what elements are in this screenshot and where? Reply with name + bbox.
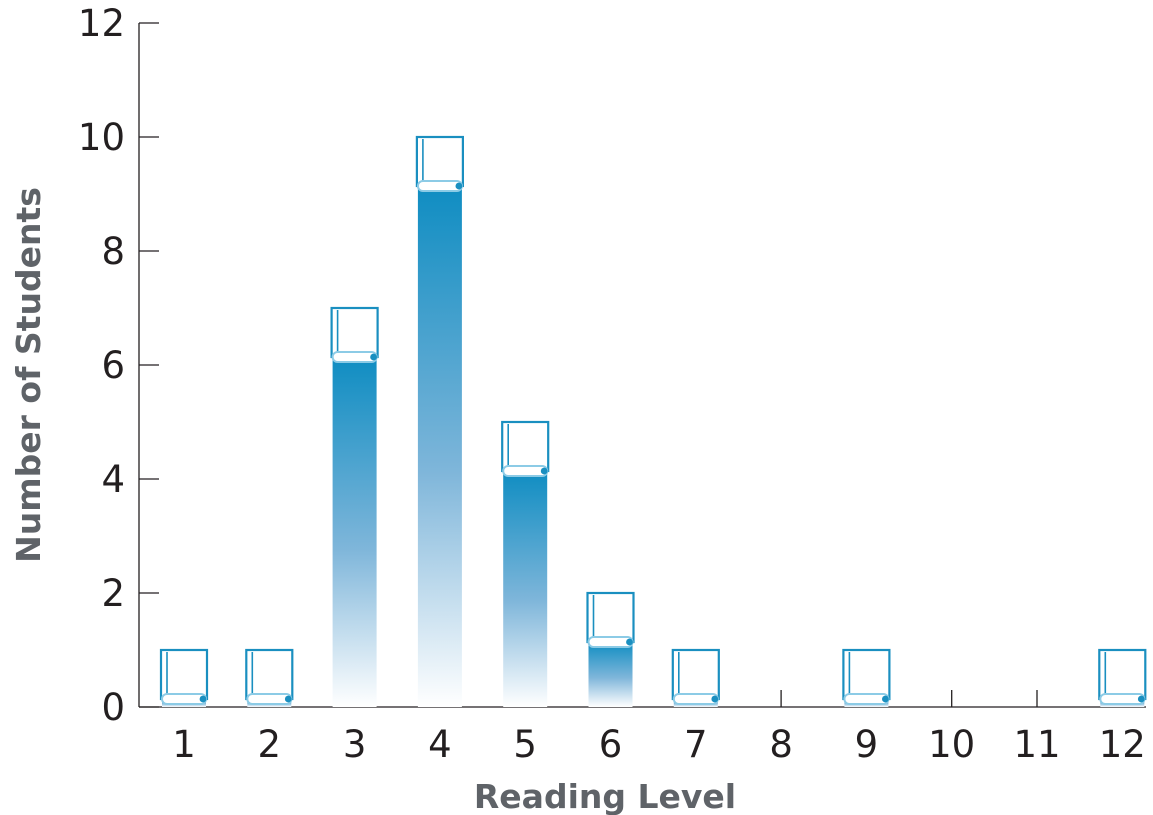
y-tick-label: 4	[101, 458, 125, 501]
book-pages	[502, 465, 549, 477]
bar	[671, 648, 720, 707]
y-tick-label: 8	[101, 230, 125, 273]
book-icon	[415, 135, 464, 188]
book-icon	[330, 306, 379, 359]
bar	[501, 420, 550, 707]
book-pages	[1099, 693, 1146, 705]
x-tick-label: 10	[928, 723, 975, 766]
bar	[330, 306, 379, 707]
x-tick-label: 11	[1013, 723, 1060, 766]
y-axis-title: Number of Students	[9, 187, 48, 563]
book-page-dot	[540, 467, 548, 475]
bar-body	[588, 642, 633, 707]
book-page-dot	[882, 695, 889, 703]
bar	[1098, 648, 1147, 707]
x-tick-label: 1	[172, 723, 196, 766]
x-tick-label: 9	[855, 723, 879, 766]
x-tick-label: 4	[428, 723, 452, 766]
bar	[159, 648, 209, 707]
book-pages	[843, 693, 890, 705]
x-tick-label: 8	[769, 723, 793, 766]
bar	[586, 591, 635, 707]
bar-body	[332, 357, 377, 707]
book-pages	[331, 351, 378, 363]
book-icon	[159, 648, 209, 701]
book-pages	[161, 693, 207, 705]
book-icon	[586, 591, 635, 644]
bar	[245, 648, 294, 707]
x-tick-label: 6	[599, 723, 623, 766]
y-tick-label: 6	[101, 344, 125, 387]
book-icon	[1098, 648, 1147, 701]
y-tick-label: 0	[101, 686, 125, 729]
book-pages	[587, 636, 634, 648]
book-page-dot	[1137, 695, 1145, 703]
bar	[842, 648, 891, 707]
book-icon	[245, 648, 294, 701]
book-page-dot	[711, 695, 719, 703]
bar	[415, 135, 464, 707]
x-tick-label: 12	[1099, 723, 1146, 766]
book-pages	[246, 693, 293, 705]
bars	[159, 135, 1147, 707]
book-page-dot	[626, 638, 633, 646]
bar-body	[417, 186, 462, 707]
y-tick-label: 12	[78, 2, 125, 45]
book-icon	[501, 420, 550, 473]
x-tick-label: 7	[684, 723, 708, 766]
book-icon	[671, 648, 720, 701]
x-axis-title: Reading Level	[474, 777, 736, 815]
book-page-dot	[455, 182, 463, 190]
book-page-dot	[199, 695, 207, 703]
x-tick-label: 3	[343, 723, 367, 766]
book-page-dot	[370, 353, 377, 361]
book-pages	[672, 693, 719, 705]
y-tick-label: 2	[101, 572, 125, 615]
book-pages	[416, 180, 463, 192]
x-tick-label: 5	[513, 723, 537, 766]
y-axis: 0 2 4 6 8 10 12	[78, 2, 159, 729]
book-page-dot	[284, 695, 292, 703]
book-icon	[842, 648, 891, 701]
x-tick-label: 2	[258, 723, 282, 766]
bar-body	[503, 471, 548, 707]
y-tick-label: 10	[78, 116, 125, 159]
